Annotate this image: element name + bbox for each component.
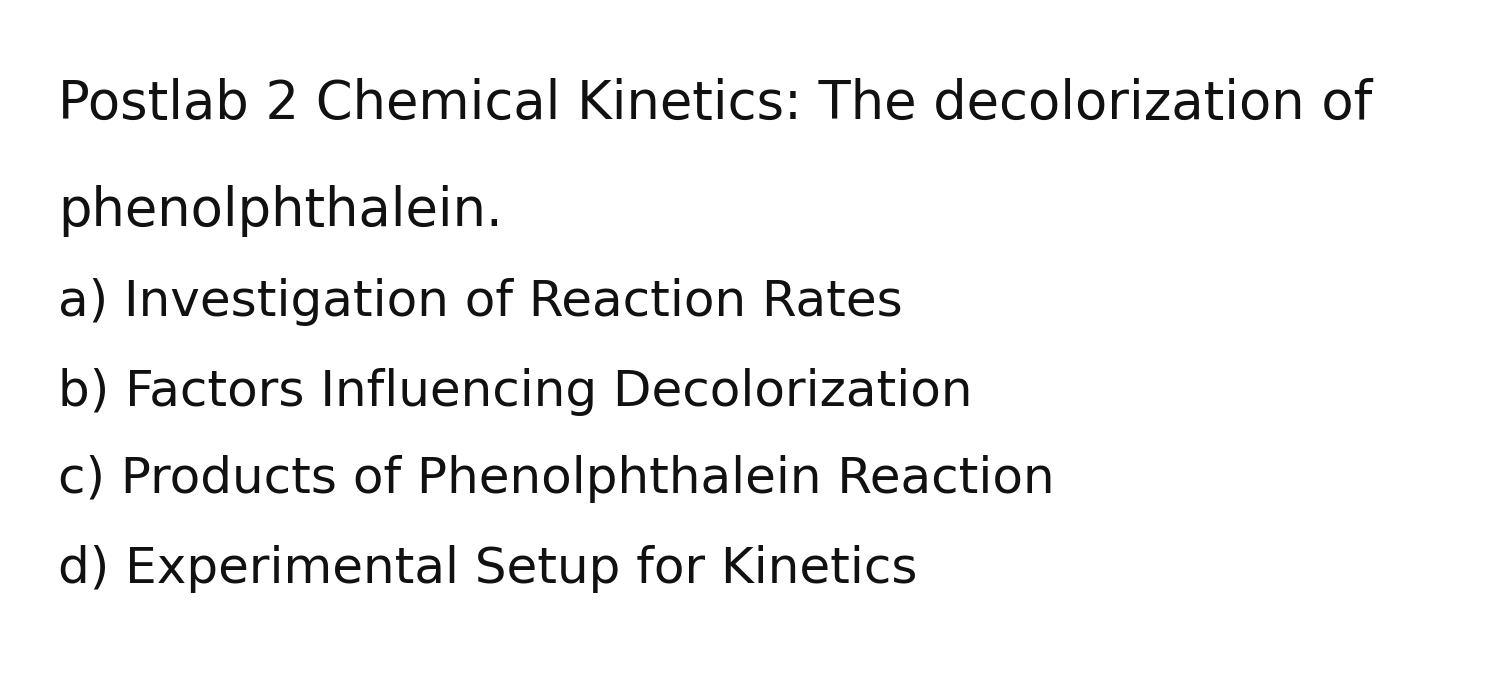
- Text: phenolphthalein.: phenolphthalein.: [58, 185, 503, 237]
- Text: d) Experimental Setup for Kinetics: d) Experimental Setup for Kinetics: [58, 545, 918, 593]
- Text: Postlab 2 Chemical Kinetics: The decolorization of: Postlab 2 Chemical Kinetics: The decolor…: [58, 78, 1372, 130]
- Text: a) Investigation of Reaction Rates: a) Investigation of Reaction Rates: [58, 278, 903, 326]
- Text: c) Products of Phenolphthalein Reaction: c) Products of Phenolphthalein Reaction: [58, 455, 1054, 503]
- Text: b) Factors Influencing Decolorization: b) Factors Influencing Decolorization: [58, 368, 972, 416]
